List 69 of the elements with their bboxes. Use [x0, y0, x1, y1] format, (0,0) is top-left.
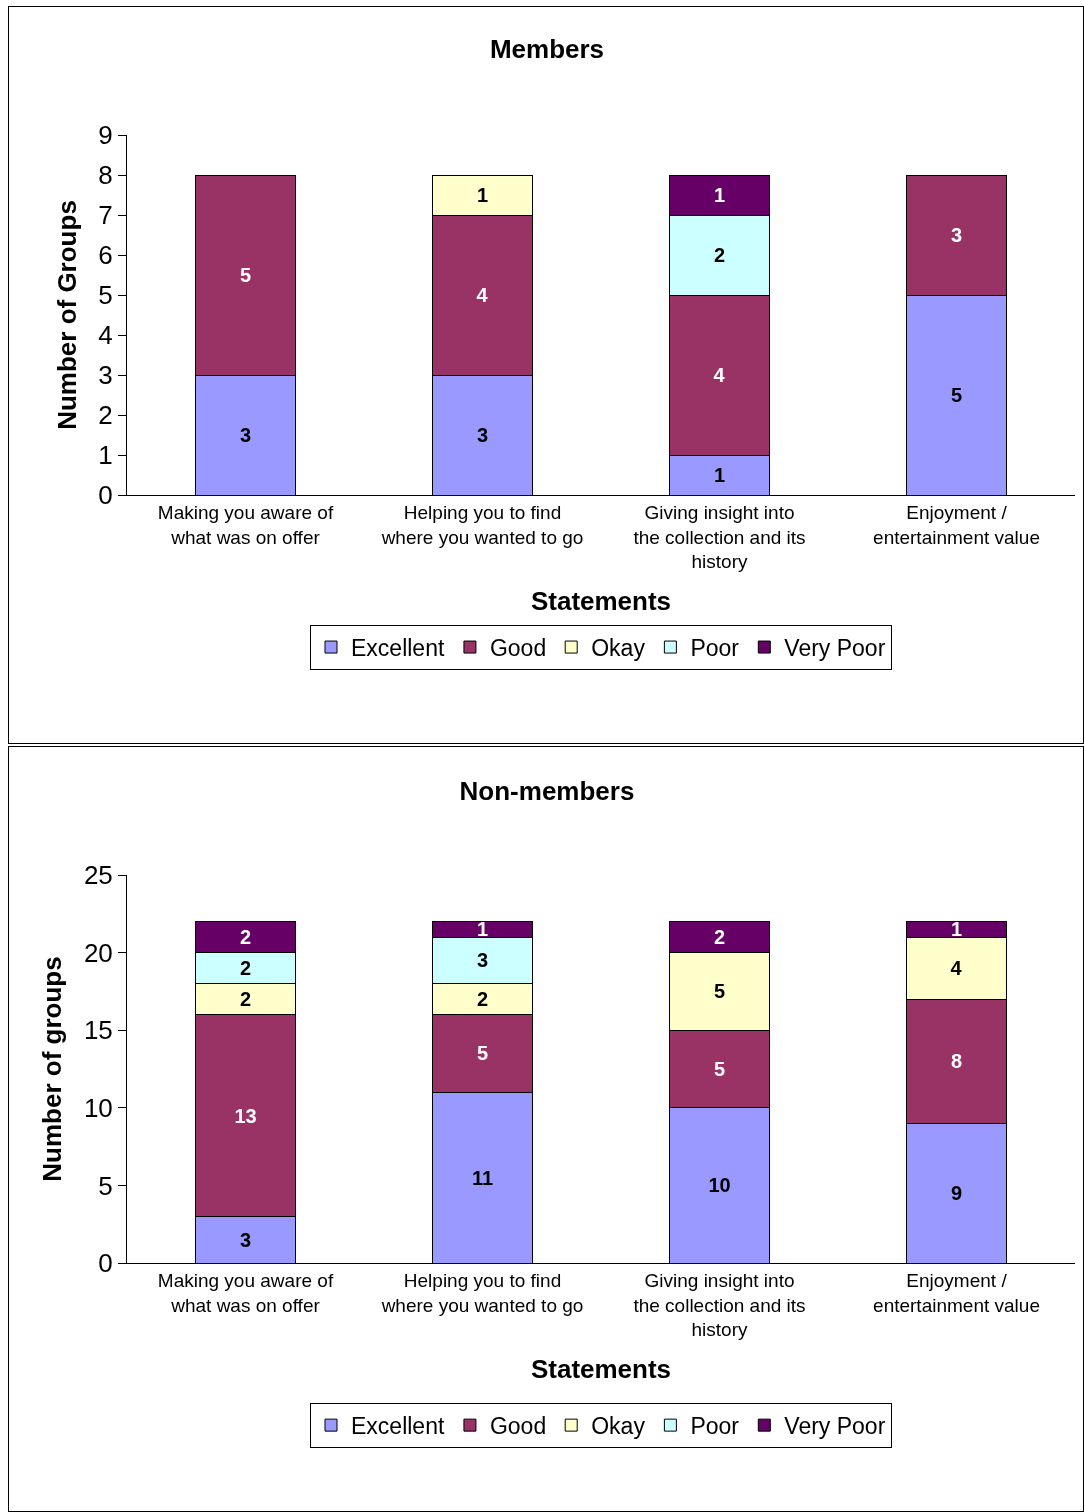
data-label: 3 — [476, 949, 489, 972]
data-label: 4 — [713, 364, 726, 386]
x-axis-title: Statements — [530, 1353, 672, 1384]
data-label: 2 — [239, 988, 252, 1011]
data-label: 1 — [713, 184, 726, 206]
data-label: 1 — [713, 464, 726, 486]
y-axis-title: Number of groups — [37, 956, 68, 1182]
data-label: 11 — [471, 1166, 494, 1189]
chart-title: Non-members — [459, 775, 635, 806]
y-tick-label: 3 — [98, 360, 113, 391]
data-label: 4 — [950, 957, 963, 980]
x-tick-label: Giving insight into the collection and its history — [633, 1269, 806, 1341]
x-tick-label: Helping you to find where you wanted to go — [380, 1269, 584, 1316]
y-tick-label: 25 — [83, 860, 113, 891]
data-label: 3 — [239, 424, 252, 446]
data-label: 3 — [950, 224, 963, 246]
chart-title: Members — [489, 34, 605, 65]
data-label: 5 — [713, 980, 726, 1003]
y-tick-label: 6 — [98, 240, 113, 271]
data-label: 9 — [950, 1182, 963, 1205]
data-label: 2 — [476, 988, 489, 1011]
y-tick-label: 5 — [98, 280, 113, 311]
y-tick-label: 9 — [98, 120, 113, 151]
y-tick-label: 15 — [83, 1015, 113, 1046]
data-label: 2 — [239, 926, 252, 949]
data-label: 3 — [239, 1228, 252, 1251]
legend-label: Very Poor — [784, 635, 886, 662]
data-label: 5 — [239, 264, 252, 286]
y-tick-label: 7 — [98, 200, 113, 231]
data-label: 10 — [708, 1174, 731, 1197]
y-tick-label: 1 — [98, 440, 113, 471]
data-label: 2 — [239, 957, 252, 980]
x-tick-label: Making you aware of what was on offer — [157, 1269, 334, 1316]
y-tick-label: 8 — [98, 160, 113, 191]
y-tick-label: 0 — [98, 480, 113, 511]
x-tick-label: Enjoyment / entertainment value — [873, 1269, 1040, 1316]
data-label: 2 — [713, 926, 726, 949]
y-tick-label: 2 — [98, 400, 113, 431]
legend-label: Excellent — [351, 635, 445, 662]
legend-label: Excellent — [351, 1413, 445, 1440]
data-label: 3 — [476, 424, 489, 446]
data-label: 2 — [713, 244, 726, 266]
data-label: 5 — [476, 1042, 489, 1065]
y-tick-label: 10 — [83, 1092, 113, 1123]
legend-label: Poor — [690, 635, 740, 662]
y-tick-label: 4 — [98, 320, 113, 351]
x-tick-label: Helping you to find where you wanted to go — [380, 501, 584, 548]
legend-label: Good — [489, 1413, 547, 1440]
legend-label: Poor — [690, 1413, 740, 1440]
data-label: 5 — [950, 384, 963, 406]
y-axis-title: Number of Groups — [51, 200, 82, 430]
legend-label: Okay — [591, 635, 646, 662]
data-label: 1 — [476, 184, 489, 206]
y-tick-label: 5 — [98, 1170, 113, 1201]
data-label: 8 — [950, 1050, 963, 1073]
y-tick-label: 0 — [98, 1248, 113, 1279]
x-axis-title: Statements — [530, 585, 672, 616]
data-label: 1 — [476, 918, 489, 941]
x-tick-label: Making you aware of what was on offer — [157, 501, 334, 548]
x-tick-label: Enjoyment / entertainment value — [873, 501, 1040, 548]
data-label: 5 — [713, 1058, 726, 1080]
y-tick-label: 20 — [83, 937, 113, 968]
data-label: 1 — [950, 918, 963, 941]
legend-label: Good — [489, 635, 547, 662]
legend-label: Okay — [591, 1413, 646, 1440]
x-tick-label: Giving insight into the collection and its history — [633, 501, 806, 573]
data-label: 4 — [476, 284, 489, 306]
data-label: 13 — [234, 1104, 257, 1127]
legend-label: Very Poor — [784, 1413, 886, 1440]
